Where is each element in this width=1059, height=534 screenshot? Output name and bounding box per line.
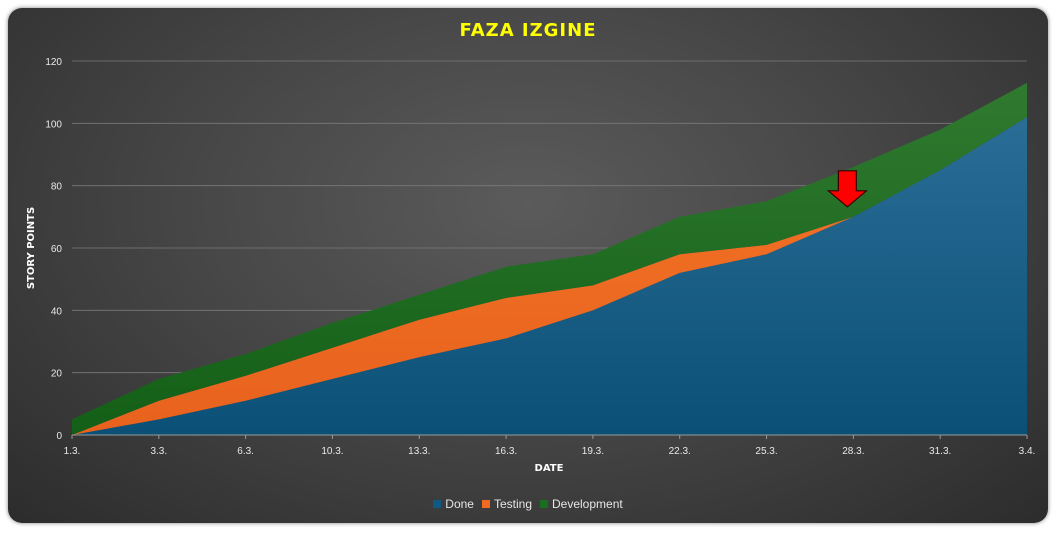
x-tick-label: 31.3. <box>929 446 951 457</box>
legend-label: Testing <box>493 496 532 511</box>
x-tick-label: 22.3. <box>669 446 691 457</box>
y-tick-label: 40 <box>51 306 63 317</box>
series-area-development <box>72 82 1027 436</box>
x-tick-label: 19.3. <box>582 446 604 457</box>
x-tick-label: 28.3. <box>842 446 864 457</box>
legend-swatch <box>481 499 490 508</box>
x-tick-label: 6.3. <box>237 446 254 457</box>
chart-legend: Done Testing Development <box>8 496 1048 511</box>
legend-swatch <box>433 499 442 508</box>
y-axis-label: STORY POINTS <box>26 207 37 289</box>
x-tick-label: 25.3. <box>755 446 777 457</box>
y-tick-label: 0 <box>56 431 62 442</box>
x-tick-label: 3.3. <box>150 446 167 457</box>
legend-label: Development <box>552 496 623 511</box>
y-tick-label: 60 <box>51 244 63 255</box>
x-tick-label: 13.3. <box>408 446 430 457</box>
x-tick-label: 3.4. <box>1019 446 1036 457</box>
y-tick-label: 100 <box>45 119 62 130</box>
x-tick-label: 16.3. <box>495 446 517 457</box>
legend-item-testing: Testing <box>481 496 532 511</box>
x-axis-label: DATE <box>535 463 564 474</box>
y-tick-label: 120 <box>45 57 62 68</box>
y-tick-label: 80 <box>51 182 63 193</box>
legend-item-development: Development <box>540 496 623 511</box>
y-tick-label: 20 <box>51 369 63 380</box>
legend-item-done: Done <box>433 496 474 511</box>
area-chart: 0 20 40 60 80 100 120 1.3. 3.3. 6.3. 10.3. 13.3. 16.… <box>26 57 1036 474</box>
chart-title: FAZA IZGINE <box>459 20 597 41</box>
x-tick-label: 1.3. <box>64 446 81 457</box>
legend-swatch <box>540 499 548 508</box>
chart-panel: FAZA IZGINE 0 20 40 60 80 100 120 1.3. 3.3. 6.3. 1… <box>8 8 1048 523</box>
series-area-testing <box>72 117 1027 435</box>
series-area-done <box>72 117 1027 435</box>
x-tick-label: 10.3. <box>321 446 343 457</box>
down-arrow-icon <box>826 170 869 208</box>
legend-label: Done <box>445 496 474 511</box>
